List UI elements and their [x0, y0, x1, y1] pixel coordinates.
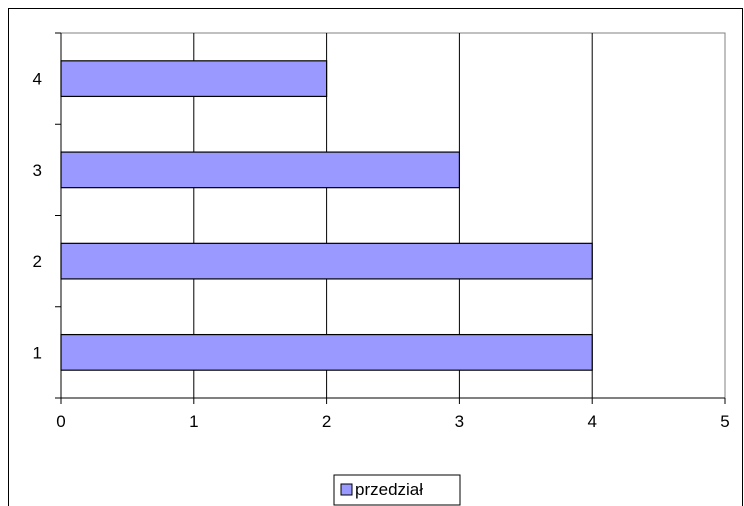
x-tick-label: 2 — [322, 412, 331, 431]
bar — [60, 60, 328, 98]
bars — [60, 60, 593, 371]
bar — [60, 151, 460, 189]
legend-label: przedział — [355, 480, 423, 499]
y-tick-label: 2 — [33, 252, 42, 271]
y-tick-label: 1 — [33, 343, 42, 362]
x-tick-label: 3 — [455, 412, 464, 431]
x-tick-label: 1 — [189, 412, 198, 431]
bar — [60, 242, 593, 280]
x-tick-label: 4 — [587, 412, 596, 431]
y-tick-label: 4 — [33, 70, 42, 89]
bar — [60, 333, 593, 371]
y-tick-label: 3 — [33, 161, 42, 180]
axes — [55, 32, 726, 404]
y-tick-labels: 1 2 3 4 — [33, 70, 42, 363]
legend-box — [333, 474, 461, 506]
legend-swatch — [340, 483, 353, 496]
legend: przedział — [333, 474, 461, 506]
x-tick-label: 0 — [56, 412, 65, 431]
x-tick-labels: 0 1 2 3 4 5 — [56, 412, 729, 431]
x-tick-label: 5 — [720, 412, 729, 431]
